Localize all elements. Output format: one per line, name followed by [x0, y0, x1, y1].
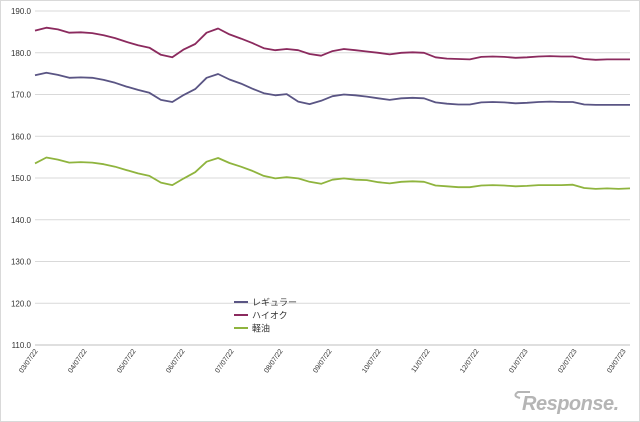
watermark-logo: Response.: [514, 391, 619, 415]
y-tick-label: 190.0: [11, 7, 32, 16]
series-line-2: [34, 156, 631, 190]
series-line-0: [34, 71, 630, 106]
watermark-text: Response.: [522, 393, 619, 415]
legend-label: 軽油: [252, 323, 270, 334]
y-tick-label: 140.0: [11, 216, 32, 225]
y-tick-label: 170.0: [11, 91, 32, 100]
series-line-1: [34, 26, 630, 61]
y-tick-label: 120.0: [11, 299, 32, 308]
y-tick-label: 150.0: [11, 174, 32, 183]
y-tick-label: 160.0: [11, 132, 32, 141]
watermark-swoosh: [514, 391, 530, 399]
legend-label: ハイオク: [252, 311, 288, 321]
y-axis-ticks: 110.0 120.0 130.0 140.0 150.0 160.0 170.0 180.0…: [11, 7, 32, 350]
y-tick-label: 180.0: [11, 49, 32, 58]
series-lines: [34, 26, 631, 190]
legend-label: レギュラー: [252, 298, 297, 308]
gridlines: [35, 10, 630, 346]
y-tick-label: 130.0: [11, 258, 32, 267]
y-tick-label: 110.0: [12, 341, 32, 350]
